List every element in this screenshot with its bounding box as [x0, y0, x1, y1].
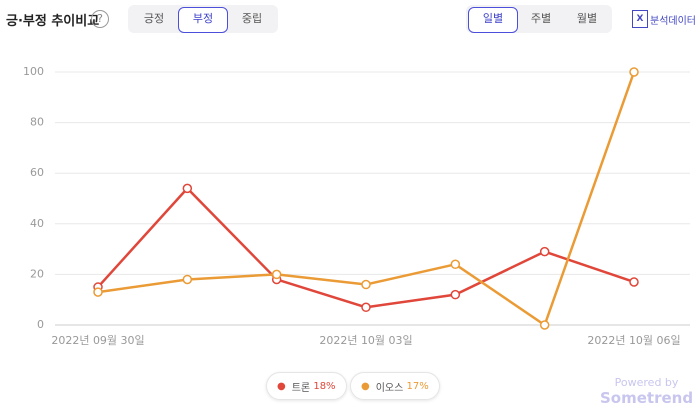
x-tick-label: 2022년 09월 30일	[51, 333, 144, 347]
title: 긍·부정 추이비교	[6, 14, 100, 29]
x-tick-label: 2022년 10월 06일	[587, 333, 680, 347]
point	[450, 289, 461, 300]
powered: Powered by	[614, 376, 679, 389]
brand: Sometrend	[600, 389, 694, 407]
point	[629, 67, 639, 77]
point	[450, 259, 461, 270]
tab[interactable]: 긍정	[143, 12, 165, 25]
tab-selected[interactable]: 부정	[178, 7, 228, 33]
period-tabs: 일별 주별 월별	[466, 5, 612, 33]
legend-name: 이오스	[375, 382, 404, 394]
tab-selected[interactable]: 일별	[468, 7, 518, 33]
point	[182, 183, 193, 194]
y-tick-label: 20	[30, 267, 44, 280]
point	[539, 246, 550, 257]
legend-item[interactable]: ● 트론 18%	[266, 372, 347, 400]
legend-item[interactable]: ● 이오스 17%	[350, 372, 440, 400]
y-tick-label: 40	[30, 217, 44, 230]
legend-share: 17%	[406, 380, 429, 392]
export-label: 분석데이터	[650, 15, 696, 27]
y-tick-label: 80	[30, 116, 44, 129]
legend-name: 트론	[291, 382, 311, 394]
point	[93, 287, 103, 297]
tab[interactable]: 주별	[530, 12, 552, 25]
export-button[interactable]: X 분석데이터	[632, 10, 696, 28]
point	[182, 274, 193, 285]
point	[629, 277, 639, 287]
help-icon[interactable]: ?	[91, 10, 109, 28]
y-tick-label: 60	[30, 166, 44, 179]
point	[539, 320, 550, 330]
y-tick-label: 100	[23, 65, 44, 78]
sentiment-tabs: 긍정 부정 중립	[128, 5, 278, 33]
series-line	[97, 186, 635, 309]
legend-share: 18%	[313, 380, 336, 392]
tab[interactable]: 월별	[576, 12, 598, 25]
point	[361, 302, 371, 313]
point	[361, 279, 371, 290]
x-tick-label: 2022년 10월 03일	[319, 333, 412, 347]
y-tick-label: 0	[37, 318, 44, 331]
tab[interactable]: 중립	[241, 12, 263, 25]
watermark: Powered by Sometrend	[600, 376, 693, 407]
point	[271, 269, 282, 280]
export-icon: X	[632, 10, 648, 28]
